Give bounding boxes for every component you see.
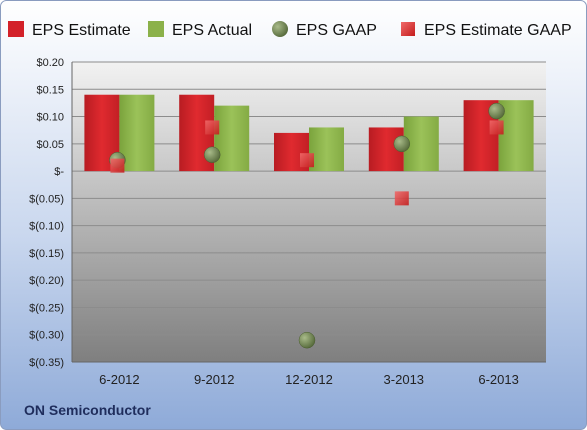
legend-eps-estimate-swatch: [8, 21, 24, 37]
y-tick-label: $0.10: [36, 112, 64, 124]
markers: [109, 102, 505, 349]
eps-estimate-gaap-marker: [300, 153, 314, 168]
x-axis-ticks: 6-2012 9-2012 12-2012 3-2013 6-2013: [99, 372, 519, 387]
y-tick-label: $(0.25): [29, 302, 64, 314]
y-tick-label: $(0.30): [29, 330, 64, 342]
legend-label: EPS Actual: [172, 22, 252, 39]
legend-eps-estimate-gaap-swatch: [401, 22, 415, 36]
y-tick-label: $(0.10): [29, 221, 64, 233]
eps-gaap-marker: [298, 331, 316, 349]
y-tick-label: $(0.05): [29, 193, 64, 205]
legend-label: EPS Estimate GAAP: [424, 22, 572, 39]
eps-actual-bar: [214, 105, 250, 172]
y-axis-ticks: $0.20 $0.15 $0.10 $0.05 $- $(0.05) $(0.10) $(0.…: [29, 57, 64, 369]
y-tick-label: $(0.35): [29, 357, 64, 369]
y-tick-label: $0.15: [36, 84, 64, 96]
x-tick-label: 12-2012: [285, 372, 333, 387]
x-tick-label: 6-2012: [99, 372, 139, 387]
y-tick-label: $-: [54, 166, 64, 178]
legend: EPS Estimate EPS Actual EPS GAAP EPS Estima…: [8, 21, 572, 39]
eps-gaap-marker: [203, 146, 221, 163]
eps-estimate-gaap-marker: [205, 120, 220, 135]
x-tick-label: 3-2013: [384, 372, 424, 387]
x-tick-label: 6-2013: [478, 372, 518, 387]
y-tick-label: $(0.20): [29, 275, 64, 287]
eps-estimate-gaap-marker: [394, 191, 409, 206]
x-tick-label: 9-2012: [194, 372, 234, 387]
company-label: ON Semiconductor: [24, 402, 151, 418]
y-tick-label: $(0.15): [29, 248, 64, 260]
eps-estimate-gaap-marker: [110, 158, 125, 173]
legend-eps-gaap-swatch: [272, 21, 288, 37]
eps-estimate-gaap-marker: [489, 120, 504, 135]
y-tick-label: $0.05: [36, 139, 64, 151]
eps-gaap-marker: [393, 135, 411, 153]
y-tick-label: $0.20: [36, 57, 64, 69]
eps-gaap-marker: [488, 102, 505, 120]
legend-label: EPS Estimate: [32, 22, 131, 39]
eps-actual-bar: [309, 127, 344, 172]
legend-eps-actual-swatch: [148, 21, 164, 37]
legend-label: EPS GAAP: [296, 22, 377, 39]
